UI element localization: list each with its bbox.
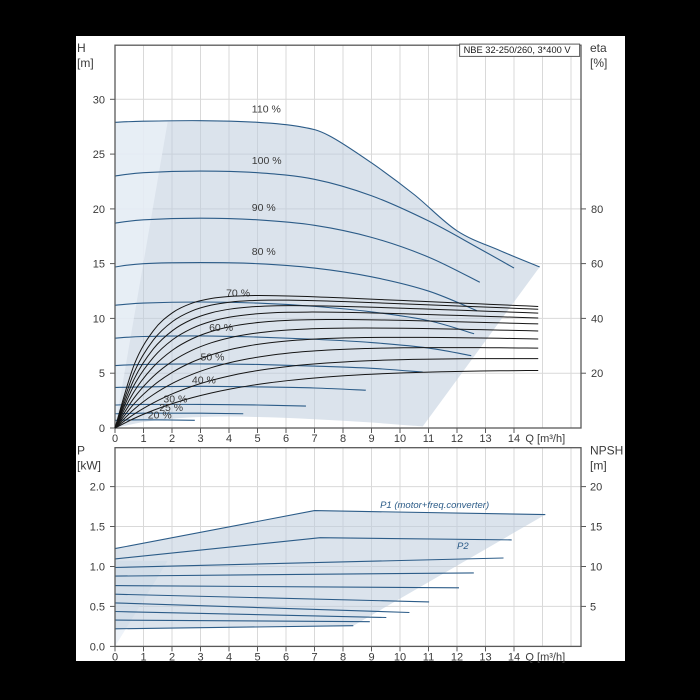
svg-text:P2: P2 [457, 541, 469, 552]
svg-text:30: 30 [93, 94, 105, 106]
svg-text:80: 80 [591, 204, 603, 216]
svg-text:14: 14 [508, 433, 520, 445]
svg-text:1.0: 1.0 [90, 562, 105, 574]
svg-text:12: 12 [451, 433, 463, 445]
svg-text:P: P [77, 444, 85, 458]
svg-text:eta: eta [590, 41, 607, 55]
svg-text:11: 11 [423, 651, 434, 663]
svg-text:6: 6 [283, 651, 289, 663]
svg-text:5: 5 [99, 368, 105, 380]
svg-text:8: 8 [340, 651, 346, 663]
svg-text:9: 9 [368, 651, 374, 663]
svg-text:Q [m³/h]: Q [m³/h] [525, 433, 565, 445]
svg-text:5: 5 [254, 651, 260, 663]
svg-text:25: 25 [93, 149, 105, 161]
svg-text:P1 (motor+freq.converter): P1 (motor+freq.converter) [380, 500, 489, 511]
svg-text:12: 12 [451, 651, 463, 663]
svg-text:80 %: 80 % [252, 246, 276, 258]
svg-text:NBE 32-250/260, 3*400 V: NBE 32-250/260, 3*400 V [464, 45, 572, 55]
svg-text:110 %: 110 % [252, 103, 281, 115]
svg-text:10: 10 [394, 433, 406, 445]
svg-text:7: 7 [311, 651, 317, 663]
svg-text:3: 3 [197, 651, 203, 663]
svg-text:10: 10 [93, 313, 105, 325]
svg-text:3: 3 [197, 433, 203, 445]
svg-text:60: 60 [591, 259, 603, 271]
svg-text:13: 13 [479, 651, 491, 663]
svg-text:Q [m³/h]: Q [m³/h] [525, 651, 565, 663]
svg-text:0: 0 [99, 423, 105, 435]
svg-text:0.5: 0.5 [90, 601, 105, 613]
svg-text:0: 0 [112, 651, 118, 663]
svg-text:40: 40 [591, 313, 603, 325]
svg-text:2: 2 [169, 433, 175, 445]
svg-text:14: 14 [508, 651, 520, 663]
svg-text:70 %: 70 % [226, 288, 250, 300]
svg-text:11: 11 [423, 433, 434, 445]
svg-text:20: 20 [93, 204, 105, 216]
svg-text:100 %: 100 % [252, 155, 282, 167]
svg-text:15: 15 [590, 522, 602, 534]
svg-text:[m]: [m] [77, 56, 94, 70]
svg-text:90 %: 90 % [252, 202, 276, 214]
svg-text:4: 4 [226, 433, 232, 445]
svg-text:[kW]: [kW] [77, 459, 101, 473]
svg-text:9: 9 [368, 433, 374, 445]
svg-text:0.0: 0.0 [90, 641, 105, 653]
svg-text:5: 5 [590, 601, 596, 613]
svg-text:1: 1 [140, 433, 146, 445]
svg-text:60 %: 60 % [209, 322, 233, 334]
svg-text:13: 13 [479, 433, 491, 445]
svg-text:6: 6 [283, 433, 289, 445]
svg-text:NPSH: NPSH [590, 444, 623, 458]
svg-text:[m]: [m] [590, 459, 607, 473]
svg-text:10: 10 [590, 562, 602, 574]
svg-text:7: 7 [311, 433, 317, 445]
svg-text:[%]: [%] [590, 56, 607, 70]
svg-text:15: 15 [93, 259, 105, 271]
svg-text:0: 0 [112, 433, 118, 445]
svg-text:5: 5 [254, 433, 260, 445]
svg-text:1.5: 1.5 [90, 522, 105, 534]
svg-text:20: 20 [590, 482, 602, 494]
svg-text:8: 8 [340, 433, 346, 445]
svg-text:4: 4 [226, 651, 232, 663]
svg-text:2: 2 [169, 651, 175, 663]
svg-text:10: 10 [394, 651, 406, 663]
svg-text:H: H [77, 41, 86, 55]
svg-text:20: 20 [591, 368, 603, 380]
svg-text:2.0: 2.0 [90, 482, 105, 494]
svg-text:1: 1 [140, 651, 146, 663]
